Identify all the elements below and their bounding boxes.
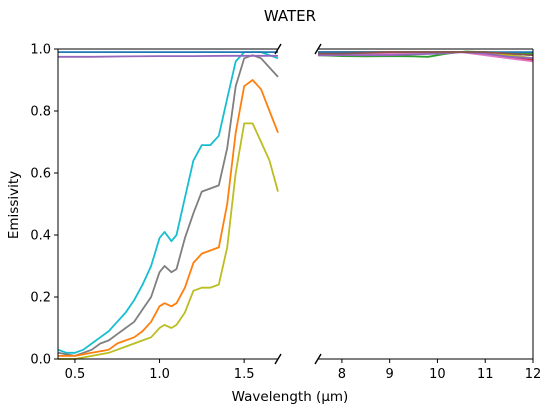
left-break-mark-top — [274, 43, 282, 55]
y-tick-label: 1.0 — [30, 43, 51, 58]
y-tick-label: 0.6 — [30, 167, 51, 182]
left-axes: 0.5 1.0 1.5 0.0 0.2 0.4 0.6 0.8 1.0 — [30, 43, 282, 382]
right-series-line-10 — [318, 51, 534, 57]
left-series-line-2 — [57, 54, 279, 357]
right-panel: 8 9 10 11 12 — [314, 43, 542, 382]
left-break-mark-bottom — [274, 353, 282, 365]
y-tick-label: 0.0 — [30, 353, 51, 368]
right-break-mark-top — [314, 43, 322, 55]
right-x-tick-label: 10 — [429, 367, 446, 382]
left-series-line-8 — [58, 54, 278, 58]
left-x-tick-label: 0.5 — [65, 367, 86, 382]
right-x-tick-label: 12 — [525, 367, 542, 382]
left-x-tick-label: 1.5 — [234, 367, 255, 382]
left-x-tick-label: 1.0 — [149, 367, 170, 382]
right-series-group — [317, 50, 534, 63]
y-tick-label: 0.4 — [30, 229, 51, 244]
y-tick-label: 0.8 — [30, 105, 51, 120]
y-axis-label: Emissivity — [6, 171, 22, 239]
right-break-mark-bottom — [314, 353, 322, 365]
left-series-line-1 — [57, 51, 279, 354]
right-axes: 8 9 10 11 12 — [314, 43, 542, 382]
left-series-group — [57, 51, 279, 360]
left-panel: 0.5 1.0 1.5 0.0 0.2 0.4 0.6 0.8 1.0 — [30, 43, 282, 382]
left-series-line-4 — [58, 122, 279, 360]
x-axis-label: Wavelength (μm) — [232, 389, 349, 405]
y-tick-label: 0.2 — [30, 291, 51, 306]
right-x-tick-label: 8 — [338, 367, 346, 382]
right-x-tick-label: 11 — [477, 367, 494, 382]
chart-title: WATER — [264, 7, 316, 25]
right-x-tick-label: 9 — [386, 367, 394, 382]
left-series-line-3 — [58, 79, 279, 357]
